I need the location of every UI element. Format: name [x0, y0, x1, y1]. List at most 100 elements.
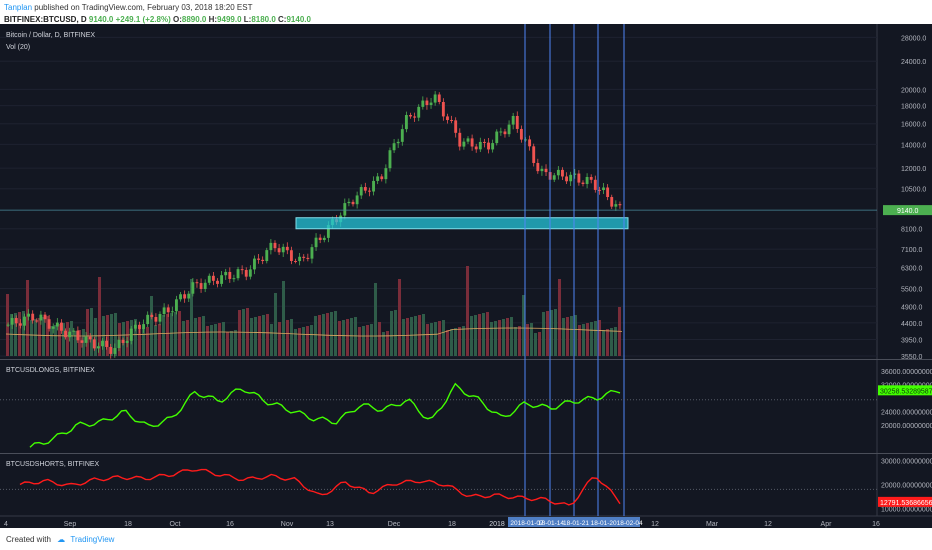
volume-bar: [526, 324, 529, 356]
y-tick-label: 20000.0: [901, 87, 926, 94]
chart-area[interactable]: 28000.0 24000.0 20000.0 18000.0 16000.0 14000…: [0, 24, 932, 528]
volume-bar: [594, 321, 597, 356]
pane-title: BTCUSDLONGS, BITFINEX: [6, 367, 95, 374]
candle-body: [211, 275, 215, 281]
author-link[interactable]: Tanplan: [4, 3, 33, 12]
h-value: 9499.0: [217, 15, 242, 24]
candle-body: [602, 187, 605, 191]
candle-body: [51, 326, 55, 329]
volume-bar: [270, 324, 273, 356]
volume-bar: [542, 312, 545, 356]
date-marker-label: 2018-01-07: [510, 520, 544, 527]
time-axis-background: [0, 516, 932, 528]
volume-bar: [406, 318, 409, 356]
candle-body: [183, 294, 187, 299]
longs-series-line: [29, 382, 621, 448]
candle-body: [421, 100, 425, 107]
volume-bar: [490, 322, 493, 356]
candle-body: [446, 116, 449, 121]
volume-bar: [330, 312, 333, 356]
volume-bar: [114, 313, 117, 356]
candle-body: [400, 129, 404, 142]
candle-body: [363, 187, 367, 191]
date-marker-label: 18-01-14: [538, 520, 564, 527]
brand-label[interactable]: TradingView: [70, 535, 115, 544]
volume-bar: [558, 279, 561, 356]
candle-body: [92, 339, 96, 349]
candle-body: [203, 282, 207, 289]
x-tick-label: 16: [872, 521, 880, 528]
volume-bar: [390, 311, 393, 356]
shorts-series-line: [19, 468, 621, 506]
volume-bar: [578, 325, 581, 356]
volume-bar: [598, 320, 601, 356]
candle-body: [39, 314, 43, 321]
volume-bar: [134, 319, 137, 356]
candle-body: [43, 314, 47, 320]
candle-body: [589, 176, 593, 180]
ohlc-legend: BITFINEX:BTCUSD, D 9140.0 +249.1 (+2.8%)…: [4, 15, 311, 24]
candle-body: [129, 328, 133, 341]
volume-bar: [18, 312, 21, 356]
candle-body: [536, 162, 540, 172]
volume-bar: [586, 323, 589, 356]
volume-bar: [498, 320, 501, 356]
volume-bar: [230, 331, 233, 356]
volume-bar: [110, 314, 113, 356]
candle-body: [281, 246, 285, 253]
candle-body: [585, 176, 589, 184]
candle-body: [552, 175, 556, 180]
volume-bar: [426, 324, 429, 356]
candle-body: [265, 250, 269, 262]
volume-bar: [186, 320, 189, 356]
volume-bar: [318, 315, 321, 356]
volume-bar: [138, 329, 141, 356]
candle-body: [495, 131, 499, 144]
y-tick-label: 10000.00000000: [881, 507, 932, 514]
o-value: 8890.0: [181, 15, 207, 24]
volume-bar: [298, 328, 301, 356]
volume-bar: [478, 314, 481, 356]
y-tick-label: 28000.0: [901, 35, 926, 42]
candle-body: [593, 179, 597, 190]
candle-body: [577, 173, 581, 183]
price-scale-background: [877, 24, 932, 516]
volume-bar: [226, 332, 229, 356]
candle-body: [368, 190, 371, 192]
candle-body: [273, 242, 277, 249]
volume-bar: [522, 295, 525, 356]
volume-bar: [310, 325, 313, 356]
y-tick-label: 18000.0: [901, 104, 926, 111]
volume-bar: [574, 315, 577, 356]
volume-bar: [438, 321, 441, 356]
volume-bar: [86, 309, 89, 356]
created-with-label: Created with: [6, 535, 51, 544]
y-tick-label: 5500.0: [901, 286, 923, 293]
y-tick-label: 10500.0: [901, 187, 926, 194]
volume-bar: [502, 319, 505, 356]
candle-body: [343, 203, 347, 216]
candle-body: [474, 146, 478, 150]
candle-body: [318, 237, 322, 240]
volume-bar: [350, 318, 353, 356]
candle-body: [294, 260, 297, 262]
volume-bar: [358, 327, 361, 356]
volume-bar: [194, 318, 197, 356]
candle-body: [306, 257, 310, 259]
candle-body: [326, 225, 330, 238]
volume-bar: [374, 283, 377, 356]
volume-bar: [334, 311, 337, 356]
volume-bar: [606, 329, 609, 356]
candle-body: [154, 317, 158, 322]
footer: Created with ☁ TradingView: [6, 535, 114, 544]
volume-bar: [74, 331, 77, 356]
candle-body: [109, 346, 113, 354]
pane-title: BTCUSDSHORTS, BITFINEX: [6, 461, 100, 468]
candle-body: [606, 187, 610, 198]
volume-bar: [450, 329, 453, 356]
volume-bar: [518, 326, 521, 356]
candle-body: [146, 314, 150, 325]
support-zone: [295, 217, 629, 230]
date-marker-label: 18-01-: [591, 520, 610, 527]
volume-bar: [346, 319, 349, 356]
